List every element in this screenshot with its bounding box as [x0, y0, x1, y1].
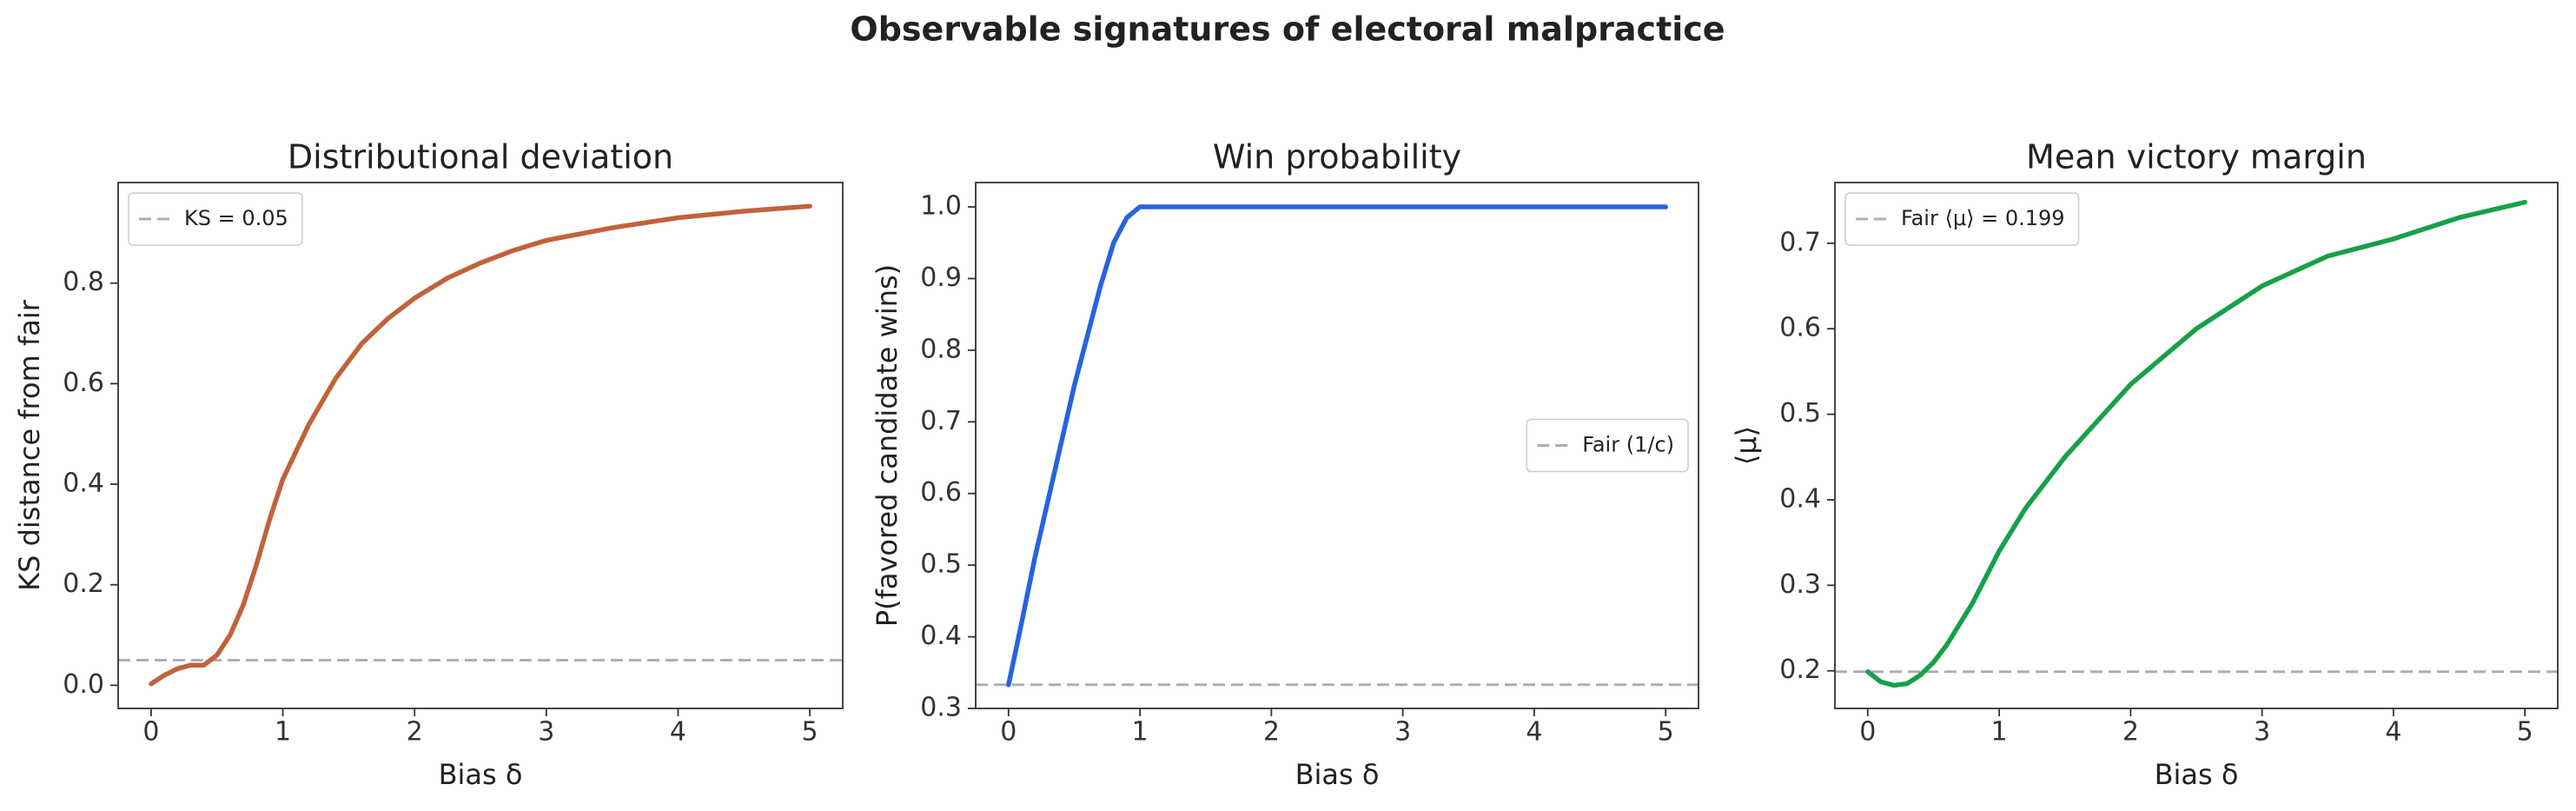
- panel-title: Distributional deviation: [288, 138, 673, 176]
- legend: KS = 0.05: [128, 192, 303, 246]
- x-tick-label: 3: [1394, 717, 1411, 748]
- y-tick-label: 0.7: [1779, 227, 1821, 257]
- y-tick-label: 0.6: [63, 368, 104, 398]
- y-tick-label: 0.2: [1779, 655, 1821, 685]
- legend-box: [1844, 192, 2080, 246]
- axes-frame: [1834, 182, 2559, 709]
- legend-label: Fair (1/c): [1582, 433, 1674, 457]
- legend-label: KS = 0.05: [184, 206, 288, 230]
- y-tick-label: 0.8: [63, 267, 104, 297]
- y-tick-label: 0.8: [920, 334, 962, 364]
- x-tick-label: 3: [2254, 717, 2270, 748]
- y-tick-label: 0.4: [63, 469, 104, 499]
- x-tick-label: 1: [1991, 717, 2008, 748]
- x-tick-label: 0: [1859, 717, 1876, 748]
- figure-title: Observable signatures of electoral malpr…: [850, 10, 1725, 49]
- x-tick-label: 1: [275, 717, 291, 748]
- data-line: [1006, 204, 1668, 688]
- y-tick-label: 0.4: [920, 621, 962, 651]
- x-tick-label: 5: [2517, 717, 2533, 748]
- y-tick-label: 0.6: [1779, 313, 1821, 343]
- data-line: [1865, 199, 2527, 688]
- x-tick-label: 2: [407, 717, 423, 748]
- y-tick-label: 0.2: [63, 568, 104, 599]
- y-tick-label: 0.0: [63, 669, 104, 700]
- x-tick-label: 1: [1132, 717, 1149, 748]
- x-axis-label: Bias δ: [1295, 758, 1380, 791]
- x-tick-label: 3: [538, 717, 554, 748]
- panel-title: Mean victory margin: [2026, 138, 2367, 176]
- x-tick-label: 4: [670, 717, 686, 748]
- legend-box: [128, 192, 303, 246]
- y-axis-label: ⟨μ⟩: [1730, 426, 1763, 465]
- x-axis-label: Bias δ: [2155, 758, 2239, 791]
- y-tick-label: 0.6: [920, 477, 962, 508]
- y-tick-label: 1.0: [920, 191, 962, 222]
- x-tick-label: 5: [1658, 717, 1674, 748]
- legend: Fair ⟨μ⟩ = 0.199: [1844, 192, 2080, 246]
- y-tick-label: 0.4: [1779, 483, 1821, 514]
- y-axis-label: KS distance from fair: [13, 299, 46, 591]
- y-tick-label: 0.7: [920, 406, 962, 436]
- y-tick-label: 0.5: [920, 549, 962, 580]
- y-tick-label: 0.9: [920, 263, 962, 293]
- x-tick-label: 4: [1526, 717, 1542, 748]
- x-tick-label: 2: [1263, 717, 1280, 748]
- legend-box: [1526, 418, 1689, 473]
- y-axis-label: P(favored candidate wins): [871, 264, 904, 627]
- x-tick-label: 0: [142, 717, 159, 748]
- legend-label: Fair ⟨μ⟩ = 0.199: [1901, 206, 2065, 230]
- x-tick-label: 4: [2385, 717, 2401, 748]
- x-axis-label: Bias δ: [439, 758, 523, 791]
- axes-frame: [117, 182, 844, 709]
- x-tick-label: 2: [2122, 717, 2139, 748]
- axes-frame: [975, 182, 1699, 709]
- x-tick-label: 0: [1000, 717, 1016, 748]
- y-tick-label: 0.3: [1779, 569, 1821, 600]
- x-tick-label: 5: [802, 717, 818, 748]
- y-tick-label: 0.3: [920, 693, 962, 723]
- legend: Fair (1/c): [1526, 418, 1689, 473]
- data-line: [149, 203, 812, 687]
- panel-title: Win probability: [1213, 138, 1461, 176]
- y-tick-label: 0.5: [1779, 398, 1821, 429]
